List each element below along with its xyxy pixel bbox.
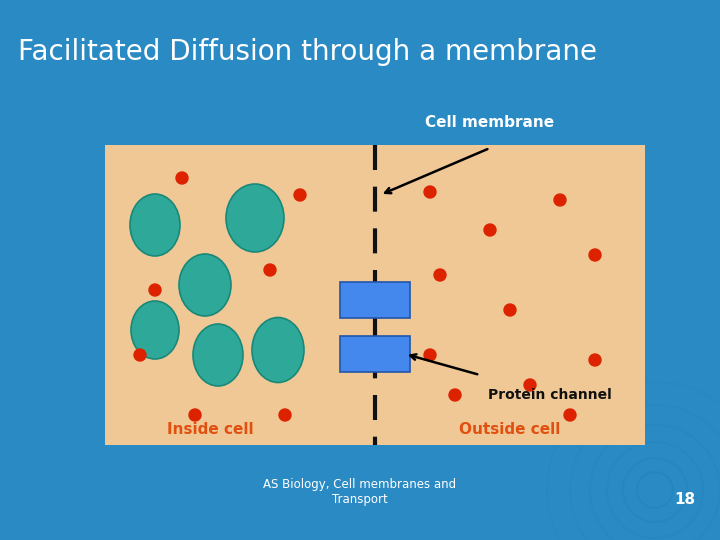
- Ellipse shape: [130, 194, 180, 256]
- Circle shape: [176, 172, 188, 184]
- Circle shape: [134, 349, 146, 361]
- Bar: [105, 145, 645, 445]
- Circle shape: [484, 224, 496, 236]
- Text: Cell membrane: Cell membrane: [426, 115, 554, 130]
- Circle shape: [424, 349, 436, 361]
- Circle shape: [589, 249, 601, 261]
- Circle shape: [294, 189, 306, 201]
- Circle shape: [554, 194, 566, 206]
- Circle shape: [149, 284, 161, 296]
- Circle shape: [424, 186, 436, 198]
- Circle shape: [564, 409, 576, 421]
- Ellipse shape: [131, 301, 179, 359]
- Circle shape: [449, 389, 461, 401]
- Circle shape: [279, 409, 291, 421]
- Ellipse shape: [179, 254, 231, 316]
- Text: Outside cell: Outside cell: [459, 422, 561, 437]
- Bar: [340, 336, 410, 372]
- Text: Facilitated Diffusion through a membrane: Facilitated Diffusion through a membrane: [18, 38, 597, 66]
- Text: 18: 18: [674, 492, 695, 508]
- Circle shape: [434, 269, 446, 281]
- Ellipse shape: [226, 184, 284, 252]
- Text: Inside cell: Inside cell: [167, 422, 253, 437]
- Circle shape: [189, 409, 201, 421]
- Circle shape: [504, 304, 516, 316]
- Circle shape: [524, 379, 536, 391]
- Ellipse shape: [193, 324, 243, 386]
- Ellipse shape: [252, 318, 304, 382]
- Circle shape: [589, 354, 601, 366]
- Circle shape: [264, 264, 276, 276]
- Text: Protein channel: Protein channel: [488, 388, 612, 402]
- Text: AS Biology, Cell membranes and
Transport: AS Biology, Cell membranes and Transport: [264, 478, 456, 506]
- Bar: [340, 282, 410, 318]
